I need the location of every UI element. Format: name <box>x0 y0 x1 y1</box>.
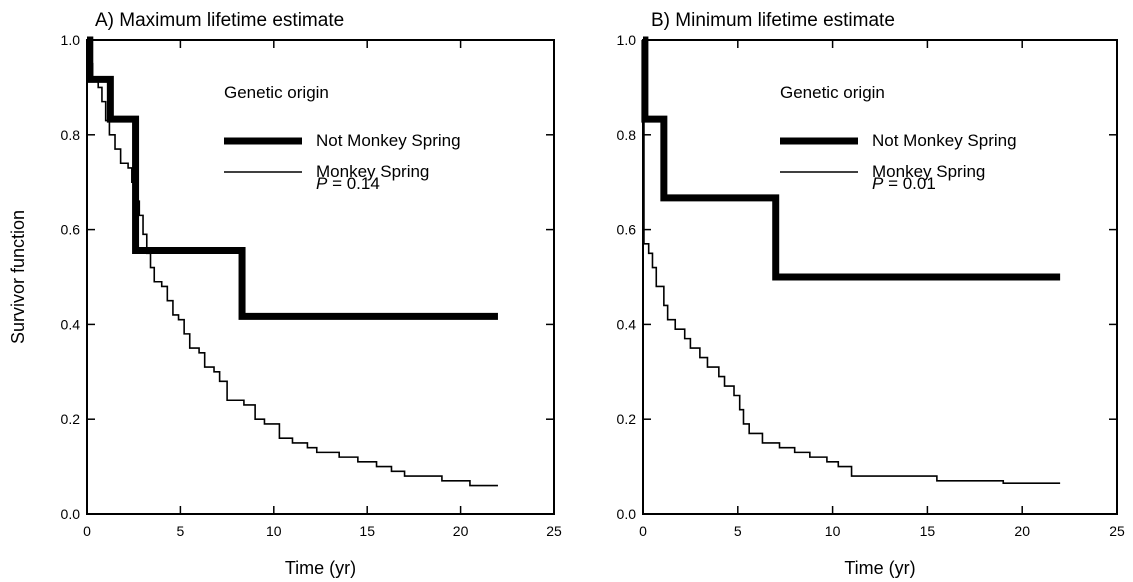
y-tick-label: 0.6 <box>61 222 81 238</box>
y-tick-label: 1.0 <box>617 32 637 48</box>
legend-entry: Monkey Spring <box>316 162 429 181</box>
panel-b: B) Minimum lifetime estimate 0 5 10 15 20 25 0.… <box>617 10 1125 578</box>
x-tick-label: 20 <box>1014 523 1030 539</box>
y-tick-label: 0.6 <box>617 222 637 238</box>
legend-entry: Not Monkey Spring <box>872 131 1017 150</box>
plot-frame <box>86 39 555 515</box>
panel-a: A) Maximum lifetime estimate 0 5 10 15 20 25 0.… <box>8 10 562 578</box>
legend-title: Genetic origin <box>780 83 885 102</box>
legend-entry: Not Monkey Spring <box>316 131 461 150</box>
p-value: = 0.01 <box>883 174 935 193</box>
legend-title: Genetic origin <box>224 83 329 102</box>
y-tick-label: 0.2 <box>617 411 637 427</box>
y-tick-label: 0.4 <box>61 316 81 332</box>
p-symbol: P <box>316 174 328 193</box>
y-tick-label: 0.8 <box>61 127 81 143</box>
legend-entry: Monkey Spring <box>872 162 985 181</box>
x-tick-label: 25 <box>546 523 562 539</box>
x-tick-label: 10 <box>266 523 282 539</box>
x-tick-label: 5 <box>734 523 742 539</box>
x-tick-label: 10 <box>825 523 841 539</box>
x-tick-label: 5 <box>177 523 185 539</box>
x-tick-label: 15 <box>920 523 936 539</box>
x-tick-label: 15 <box>359 523 375 539</box>
y-tick-label: 0.8 <box>617 127 637 143</box>
panel-title: A) Maximum lifetime estimate <box>95 10 344 31</box>
panel-title: B) Minimum lifetime estimate <box>651 10 895 31</box>
series-line-monkey-spring <box>643 39 1061 484</box>
y-tick-label: 0.2 <box>61 411 81 427</box>
x-tick-label: 20 <box>453 523 469 539</box>
x-tick-label: 25 <box>1109 523 1125 539</box>
p-symbol: P <box>872 174 884 193</box>
x-axis-title: Time (yr) <box>844 558 915 578</box>
x-axis-title: Time (yr) <box>285 558 356 578</box>
y-axis-title: Survivor function <box>8 210 28 344</box>
y-tick-label: 0.0 <box>617 506 637 522</box>
plot-frame <box>642 39 1118 515</box>
p-value-label: P = 0.01 <box>872 174 936 193</box>
y-tick-label: 0.4 <box>617 316 637 332</box>
series-line-not-monkey-spring <box>641 36 1061 281</box>
series-line-not-monkey-spring <box>86 36 498 320</box>
x-tick-label: 0 <box>639 523 647 539</box>
series-line-monkey-spring <box>87 39 498 487</box>
p-value-label: P = 0.14 <box>316 174 380 193</box>
x-tick-label: 0 <box>83 523 91 539</box>
p-value: = 0.14 <box>327 174 379 193</box>
y-tick-label: 0.0 <box>61 506 81 522</box>
y-tick-label: 1.0 <box>61 32 81 48</box>
